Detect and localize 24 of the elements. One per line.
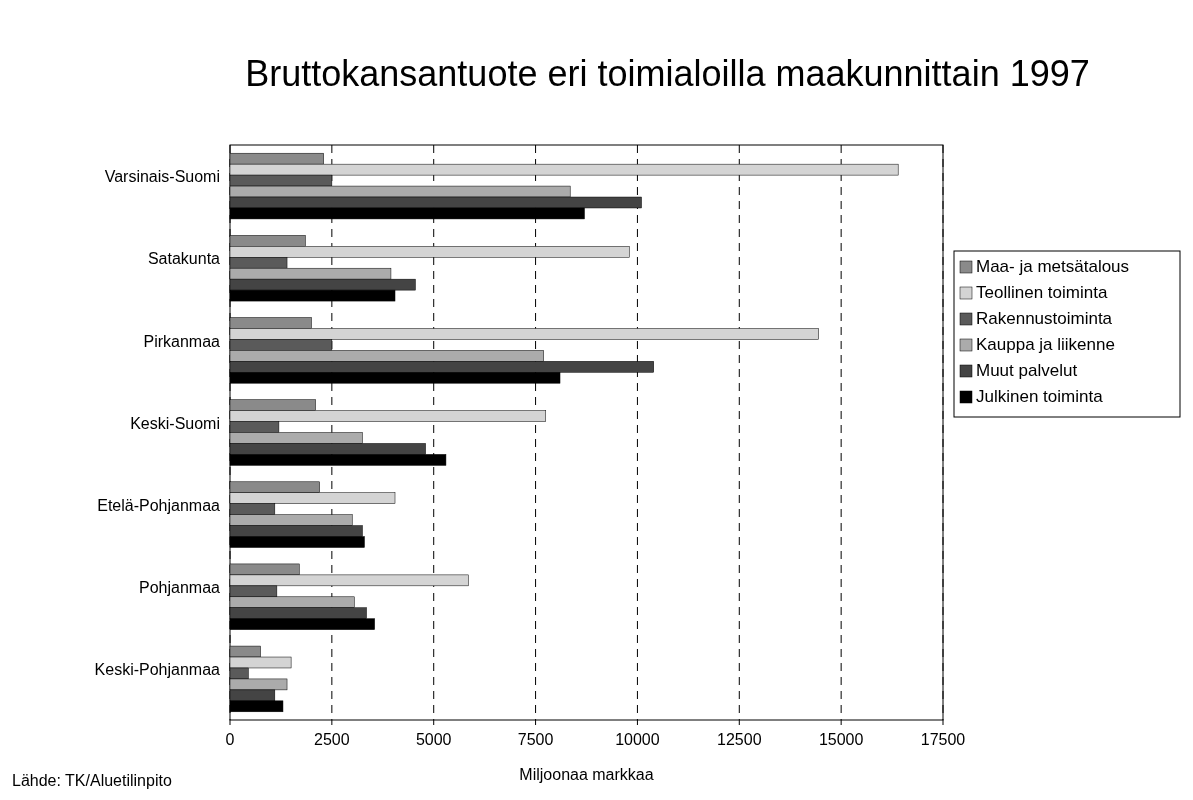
chart-title: Bruttokansantuote eri toimialoilla maakunnittain 1997: [245, 53, 1090, 94]
x-axis-title: Miljoonaa markkaa: [519, 766, 654, 783]
x-tick-label: 5000: [415, 731, 452, 748]
y-tick-label: Keski-Pohjanmaa: [94, 661, 221, 679]
y-tick-label: Etelä-Pohjanmaa: [97, 496, 221, 514]
y-tick-label: Varsinais-Suomi: [104, 168, 220, 186]
x-tick-label: 12500: [717, 731, 762, 748]
legend-label: Maa- ja metsätalous: [976, 257, 1130, 276]
y-tick-label: Keski-Suomi: [130, 414, 220, 432]
legend-label: Kauppa ja liikenne: [976, 335, 1115, 354]
x-tick-label: 17500: [920, 731, 966, 748]
x-tick-label: 2500: [314, 731, 350, 748]
legend-label: Rakennustoiminta: [976, 309, 1113, 328]
y-tick-label: Pirkanmaa: [143, 332, 221, 350]
x-tick-label: 10000: [615, 731, 660, 748]
legend-label: Teollinen toiminta: [976, 283, 1108, 302]
x-tick-label: 7500: [517, 731, 554, 748]
y-tick-label: Satakunta: [147, 250, 221, 268]
text: Lähde: TK/Aluetilinpito: [12, 772, 172, 789]
legend-label: Muut palvelut: [976, 361, 1078, 380]
x-tick-label: 0: [225, 731, 235, 748]
legend-label: Julkinen toiminta: [976, 387, 1104, 406]
y-tick-label: Pohjanmaa: [139, 579, 221, 597]
x-tick-label: 15000: [818, 731, 864, 748]
